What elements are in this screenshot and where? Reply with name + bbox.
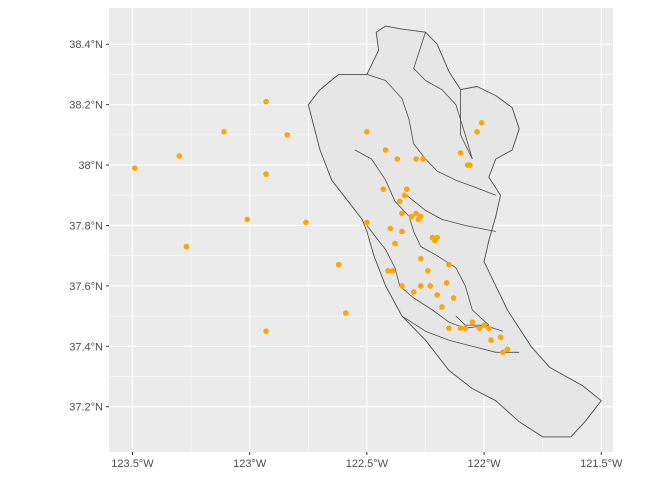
data-point xyxy=(474,129,480,135)
y-tick-label: 37.8°N xyxy=(69,220,103,232)
data-point xyxy=(478,120,485,126)
data-point xyxy=(420,156,426,162)
data-point xyxy=(132,165,138,171)
x-tick-label: 121.5°W xyxy=(580,458,623,470)
x-tick-label: 122°W xyxy=(467,458,501,470)
data-point xyxy=(364,219,370,226)
data-point xyxy=(403,186,410,192)
data-point xyxy=(497,334,504,341)
data-point xyxy=(443,280,450,286)
axis-layer: 123.5°W 123°W 122.5°W 122°W 121.5°W 37.2°N 37.… xyxy=(69,39,623,470)
data-point xyxy=(408,213,415,220)
data-point xyxy=(481,322,487,328)
data-point xyxy=(427,283,434,289)
point-layer xyxy=(132,98,511,356)
data-point xyxy=(418,255,424,262)
y-tick-label: 38.2°N xyxy=(69,100,103,112)
data-point xyxy=(500,349,506,356)
data-point xyxy=(176,153,183,159)
data-point xyxy=(399,283,405,289)
region-bay-west-shore xyxy=(366,225,489,329)
data-point xyxy=(457,325,464,332)
data-point xyxy=(183,243,190,250)
data-point xyxy=(396,198,403,205)
data-point xyxy=(504,346,511,353)
data-point xyxy=(263,98,269,105)
data-point xyxy=(394,156,401,162)
y-tick-label: 37.4°N xyxy=(69,341,103,353)
data-point xyxy=(425,268,431,274)
data-point xyxy=(462,325,469,332)
y-tick-label: 38°N xyxy=(78,160,103,172)
data-point xyxy=(364,129,370,135)
data-point xyxy=(469,319,476,325)
data-point xyxy=(263,171,269,177)
data-point xyxy=(382,147,389,153)
data-point xyxy=(413,210,419,217)
data-point xyxy=(263,328,269,335)
x-tick-label: 122.5°W xyxy=(346,458,389,470)
data-point xyxy=(380,186,387,192)
data-point xyxy=(418,283,424,289)
data-point xyxy=(303,219,309,226)
data-point xyxy=(446,325,452,332)
data-point xyxy=(244,216,251,223)
data-point xyxy=(446,261,452,268)
data-point xyxy=(457,150,464,156)
data-point xyxy=(418,213,424,220)
data-point xyxy=(434,234,441,241)
region-north-region-a xyxy=(366,74,426,160)
data-point xyxy=(467,162,473,168)
data-point xyxy=(486,325,492,332)
data-point xyxy=(434,292,441,298)
y-tick-label: 37.2°N xyxy=(69,402,103,414)
data-point xyxy=(410,289,417,295)
x-tick-label: 123°W xyxy=(233,458,267,470)
data-point xyxy=(387,225,394,232)
data-point xyxy=(476,325,483,332)
data-point xyxy=(450,295,457,301)
data-point xyxy=(399,228,405,235)
data-point xyxy=(343,310,349,316)
region-alameda-south-line xyxy=(455,315,503,332)
data-point xyxy=(488,337,494,344)
data-point xyxy=(385,268,391,274)
region-santa-clara-line xyxy=(401,315,520,353)
region-layer xyxy=(307,25,602,438)
data-point xyxy=(335,261,342,268)
data-point xyxy=(439,304,445,310)
region-contra-costa-line xyxy=(425,158,496,196)
data-point xyxy=(392,240,398,247)
data-point xyxy=(401,192,408,199)
region-outline xyxy=(307,25,602,438)
data-point xyxy=(284,132,291,138)
data-point xyxy=(413,156,419,162)
data-point xyxy=(399,210,405,217)
x-tick-label: 123.5°W xyxy=(111,458,154,470)
y-tick-label: 38.4°N xyxy=(69,39,103,51)
y-tick-label: 37.6°N xyxy=(69,281,103,293)
region-bay-east-shore xyxy=(354,149,490,326)
region-north-region-b xyxy=(413,32,473,160)
data-point xyxy=(221,129,227,135)
region-north-region-c xyxy=(460,89,473,160)
data-point xyxy=(389,268,396,274)
region-alameda-north-line xyxy=(406,194,496,232)
